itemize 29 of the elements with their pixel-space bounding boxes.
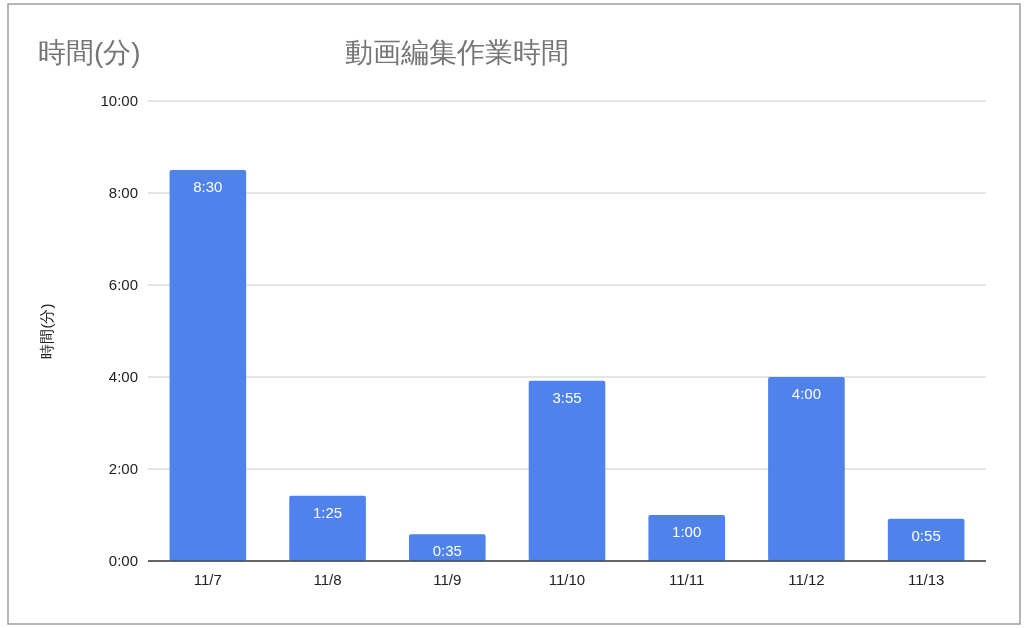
x-tick-label: 11/11 [669, 571, 705, 588]
bar [169, 170, 247, 561]
x-tick-label: 11/12 [788, 571, 825, 588]
chart-title: 動画編集作業時間 [345, 37, 569, 68]
y-tick-label: 2:00 [108, 460, 138, 477]
y-tick-label: 8:00 [108, 184, 138, 201]
bar [289, 495, 366, 561]
data-label: 0:55 [911, 526, 941, 544]
bar [768, 377, 845, 561]
y-tick-label: 10:00 [100, 92, 138, 109]
bar [648, 515, 726, 561]
y-tick-label: 0:00 [108, 552, 138, 569]
bar [887, 518, 965, 561]
x-tick-label: 11/8 [313, 571, 342, 588]
x-tick-label: 11/10 [548, 571, 586, 588]
data-label: 8:30 [193, 178, 223, 195]
data-label: 1:25 [312, 503, 343, 521]
bar [528, 380, 606, 561]
x-tick-label: 11/9 [433, 571, 462, 588]
y-axis-title: 時間(分) [38, 303, 55, 359]
data-label: 4:00 [791, 385, 822, 402]
data-label: 0:35 [432, 542, 462, 560]
text: 時間(分) [38, 37, 141, 68]
x-tick-label: 11/13 [907, 571, 945, 588]
data-label: 1:00 [672, 523, 702, 540]
y-tick-label: 4:00 [108, 368, 138, 385]
data-label: 3:55 [552, 388, 582, 406]
x-tick-label: 11/7 [193, 571, 222, 588]
y-tick-label: 6:00 [108, 276, 138, 293]
